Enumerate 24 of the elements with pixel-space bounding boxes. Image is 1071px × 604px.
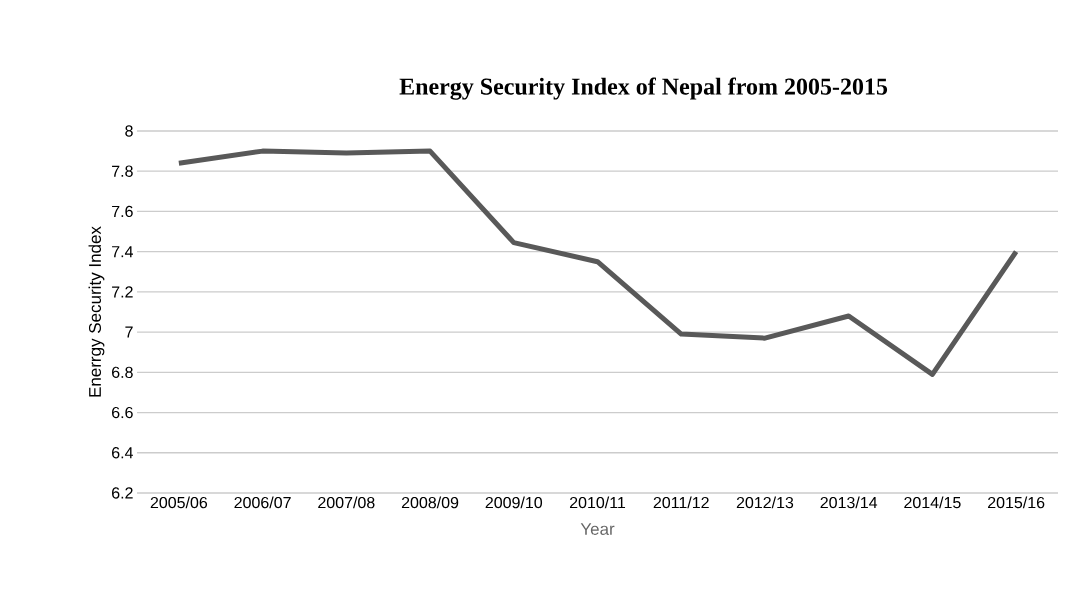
x-tick-label: 2012/13 (736, 496, 794, 509)
y-tick-label: 6.8 (112, 366, 133, 378)
x-tick-label: 2008/09 (401, 496, 459, 509)
y-tick-label: 7.8 (112, 165, 133, 177)
y-tick-label: 6.4 (112, 447, 133, 459)
x-tick-label: 2005/06 (150, 496, 208, 509)
x-tick-label: 2015/16 (988, 496, 1045, 509)
y-tick-label: 8 (125, 125, 133, 137)
y-tick-label: 7 (125, 326, 133, 338)
x-tick-label: 2007/08 (318, 496, 375, 509)
x-tick-label: 2006/07 (234, 496, 291, 509)
x-tick-label: 2011/12 (653, 496, 709, 509)
y-tick-label: 7.4 (112, 246, 133, 258)
x-tick-label: 2010/11 (569, 496, 626, 509)
x-axis-title: Year (580, 523, 615, 535)
y-tick-label: 7.2 (112, 286, 133, 298)
x-tick-label: 2009/10 (485, 496, 543, 509)
y-tick-label: 6.2 (112, 487, 133, 499)
x-tick-label: 2014/15 (904, 496, 961, 509)
y-tick-label: 7.6 (112, 205, 133, 218)
chart-title: Energy Security Index of Nepal from 2005-2015 (399, 77, 888, 100)
y-axis-title: Enerrgy Security Index (88, 226, 105, 397)
x-tick-label: 2013/14 (820, 496, 878, 509)
y-tick-label: 6.6 (112, 406, 133, 419)
